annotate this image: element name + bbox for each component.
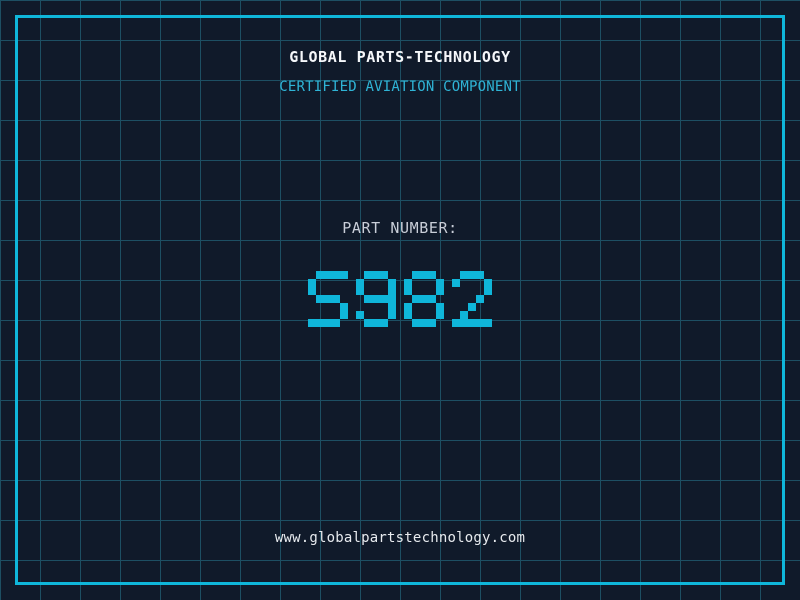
part-number-value	[0, 271, 800, 327]
part-number-digit	[404, 271, 444, 327]
part-number-digit	[356, 271, 396, 327]
part-number-digit	[452, 271, 492, 327]
certification-subtitle: CERTIFIED AVIATION COMPONENT	[279, 79, 521, 95]
part-number-digit	[308, 271, 348, 327]
website-url: www.globalpartstechnology.com	[274, 530, 526, 546]
company-title: GLOBAL PARTS-TECHNOLOGY	[289, 48, 511, 66]
part-number-label: PART NUMBER:	[342, 219, 458, 237]
border-frame	[15, 15, 785, 585]
